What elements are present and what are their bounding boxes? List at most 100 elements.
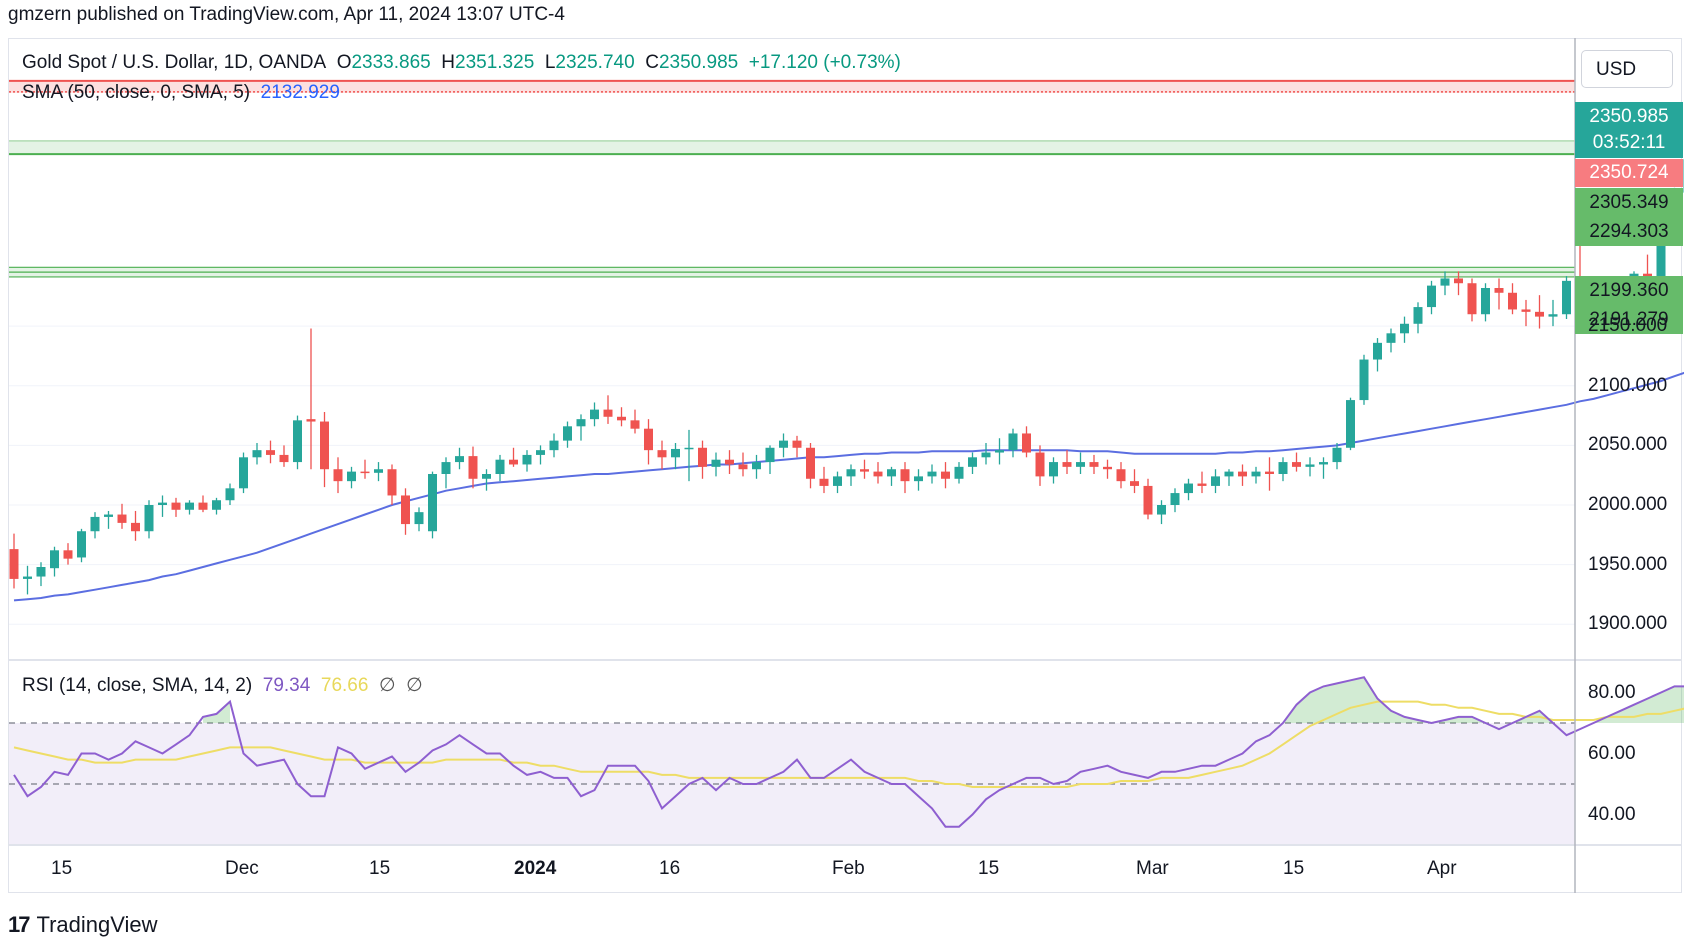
candle-body <box>144 505 154 532</box>
candle-body <box>914 476 923 482</box>
candle-body <box>1130 481 1139 486</box>
candle-body <box>779 440 788 448</box>
currency-selector[interactable]: USD <box>1581 50 1673 88</box>
time-tick-label: Mar <box>1136 858 1169 879</box>
candle-body <box>185 502 194 510</box>
candle-body <box>1265 471 1274 474</box>
candle-body <box>644 428 653 451</box>
candle-body <box>360 471 370 474</box>
candle-body <box>1494 288 1504 293</box>
high-value: 2351.325 <box>455 52 535 73</box>
candle-body <box>1400 323 1409 334</box>
candle-body <box>846 469 856 477</box>
candle-body <box>1305 464 1315 467</box>
candle-body <box>806 447 815 479</box>
candle-body <box>23 576 32 579</box>
candle-body <box>401 495 410 525</box>
last-price: 2350.985 <box>1589 106 1669 127</box>
low-value: 2325.740 <box>555 52 635 73</box>
candle-body <box>1022 433 1031 453</box>
candle-body <box>576 419 586 427</box>
candle-body <box>252 450 262 458</box>
candle-body <box>1332 447 1342 463</box>
candle-body <box>50 550 59 569</box>
candle-body <box>860 469 869 472</box>
rsi-value: 79.34 <box>262 675 311 696</box>
candle-body <box>306 419 316 422</box>
candle-body <box>212 500 221 510</box>
candle-body <box>536 450 545 455</box>
chart-frame <box>8 38 1682 893</box>
support-level-1: 2305.349 <box>1589 192 1669 213</box>
candle-body <box>104 514 113 517</box>
price-tick-label: 2150.000 <box>1588 315 1668 337</box>
time-tick-label: 15 <box>369 858 391 879</box>
candle-body <box>1157 505 1166 515</box>
tradingview-brand[interactable]: 17 TradingView <box>8 912 158 938</box>
bar-countdown: 03:52:11 <box>1592 132 1666 153</box>
candle-body <box>1224 471 1234 477</box>
symbol-title[interactable]: Gold Spot / U.S. Dollar, 1D, OANDA <box>22 52 327 73</box>
candle-body <box>1359 359 1369 401</box>
support-zone-1-tags: 2305.349 2294.303 <box>1575 188 1683 246</box>
time-tick-label: 15 <box>51 858 73 879</box>
price-tick-label: 2100.000 <box>1588 374 1668 396</box>
candle-body <box>1521 309 1531 312</box>
candle-body <box>468 456 478 479</box>
change-value: +17.120 (+0.73%) <box>748 52 901 73</box>
support-level-4: 2191.279 <box>1589 309 1669 330</box>
candle-body <box>752 462 761 470</box>
candle-body <box>1089 462 1099 467</box>
sma-layer <box>13 371 1684 602</box>
open-value: 2333.865 <box>351 52 431 73</box>
candle-body <box>1548 314 1558 317</box>
resistance-price-tag: 2350.724 <box>1575 159 1683 187</box>
rsi-tick-label: 80.00 <box>1588 681 1636 703</box>
candle-body <box>711 459 721 467</box>
legend-rsi: RSI (14, close, SMA, 14, 2) 79.34 76.66 … <box>22 674 423 697</box>
time-tick-label: 2024 <box>514 858 557 879</box>
candle-body <box>819 478 829 486</box>
candle-body <box>1413 307 1423 324</box>
candle-body <box>441 462 451 474</box>
candle-body <box>657 450 667 458</box>
rsi-tick-label: 40.00 <box>1588 803 1636 825</box>
candle-body <box>1116 469 1126 482</box>
candle-body <box>1440 278 1450 286</box>
support-zone-2-tags: 2199.360 2191.279 <box>1575 276 1683 334</box>
rsi-label[interactable]: RSI (14, close, SMA, 14, 2) <box>22 675 253 696</box>
brand-name: TradingView <box>36 912 158 937</box>
sma-label[interactable]: SMA (50, close, 0, SMA, 5) <box>22 82 251 103</box>
resistance-zone <box>9 80 1575 93</box>
rsi-line <box>13 676 1684 828</box>
rsi-extra-1: ∅ <box>378 675 396 696</box>
support-level-3: 2199.360 <box>1589 280 1669 301</box>
time-tick-label: Feb <box>832 858 865 879</box>
time-tick-label: Dec <box>225 858 259 879</box>
candle-body <box>158 502 167 505</box>
candle-body <box>77 531 86 558</box>
candle-body <box>1143 485 1153 515</box>
candle-body <box>1211 476 1220 486</box>
candle-body <box>887 469 896 477</box>
candle-body <box>1319 462 1328 465</box>
candle-body <box>266 450 275 455</box>
candle-body <box>590 409 599 420</box>
candle-body <box>333 469 343 482</box>
last-price-tag: 2350.985 03:52:11 <box>1575 102 1683 158</box>
candle-body <box>1008 433 1018 451</box>
candle-body <box>954 466 964 479</box>
close-value: 2350.985 <box>658 52 739 73</box>
candle-body <box>738 464 748 470</box>
candle-body <box>63 550 73 559</box>
candle-body <box>968 457 977 467</box>
candle-body <box>1427 285 1436 308</box>
candle-body <box>482 474 491 479</box>
candle-body <box>617 416 626 421</box>
candle-body <box>1481 288 1490 315</box>
rsi-sma-value: 76.66 <box>320 675 369 696</box>
candle-body <box>1035 452 1045 477</box>
rsi-tick-label: 60.00 <box>1588 742 1636 764</box>
candle-body <box>1656 228 1666 281</box>
